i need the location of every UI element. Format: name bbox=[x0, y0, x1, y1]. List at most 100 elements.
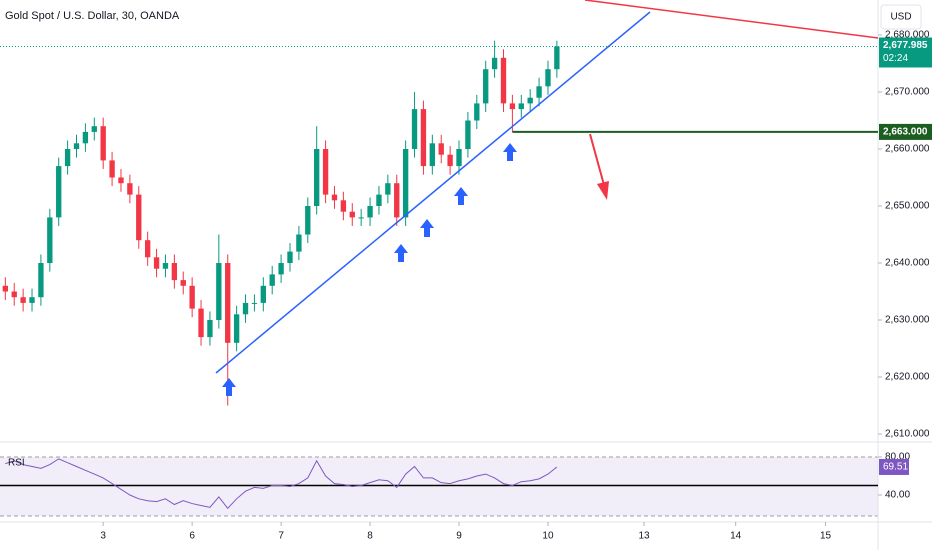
candle-body bbox=[340, 200, 347, 212]
candle-body bbox=[153, 257, 160, 269]
candle-body bbox=[189, 285, 195, 309]
chart-title: Gold Spot / U.S. Dollar, 30, OANDA bbox=[5, 10, 180, 22]
candle-body bbox=[376, 194, 382, 207]
candle-body bbox=[82, 131, 89, 144]
candle-body bbox=[91, 126, 97, 132]
x-tick-label: 3 bbox=[100, 531, 106, 542]
candle-body bbox=[322, 149, 329, 195]
candle-body bbox=[527, 97, 533, 104]
candle-body bbox=[420, 109, 427, 167]
candle-body bbox=[447, 154, 453, 167]
candle-body bbox=[29, 297, 35, 303]
candle-body bbox=[545, 69, 551, 87]
candle-body bbox=[136, 194, 142, 241]
down-arrow bbox=[589, 133, 605, 186]
candle-body bbox=[483, 69, 489, 104]
candle-body bbox=[38, 263, 44, 298]
up-arrow bbox=[394, 244, 408, 262]
candle-body bbox=[518, 103, 524, 110]
last-price-label: 2,677.985 bbox=[883, 40, 928, 51]
candle-body bbox=[358, 217, 364, 219]
trend-line bbox=[584, 0, 879, 39]
x-tick-label: 6 bbox=[189, 531, 195, 542]
rsi-label: RSI bbox=[8, 458, 25, 469]
candle-body bbox=[554, 46, 560, 70]
candle-body bbox=[438, 143, 444, 155]
rsi-tick-label: 40.00 bbox=[885, 490, 910, 501]
last-price-box bbox=[879, 37, 932, 68]
candle-body bbox=[118, 177, 124, 184]
up-arrow bbox=[454, 187, 468, 205]
rsi-line bbox=[5, 458, 558, 510]
marks bbox=[0, 40, 878, 510]
drawings bbox=[215, 0, 879, 396]
candle-body bbox=[331, 194, 338, 201]
x-tick-label: 14 bbox=[730, 531, 742, 542]
x-tick-label: 7 bbox=[278, 531, 284, 542]
candle-body bbox=[491, 57, 498, 70]
candle-body bbox=[207, 320, 213, 338]
candle-body bbox=[500, 57, 507, 104]
y-tick-label: 2,680.000 bbox=[885, 30, 930, 41]
rsi-value-label: 69.51 bbox=[883, 462, 908, 473]
candle-body bbox=[162, 263, 169, 269]
y-tick-label: 2,670.000 bbox=[885, 87, 930, 98]
candle-body bbox=[536, 86, 542, 98]
candle-body bbox=[385, 183, 391, 195]
candle-body bbox=[474, 103, 480, 121]
candle-body bbox=[429, 143, 435, 167]
rsi-band bbox=[0, 457, 878, 516]
up-arrow bbox=[222, 378, 236, 396]
candle-body bbox=[2, 285, 9, 292]
candle-body bbox=[144, 240, 151, 258]
rsi-value-box bbox=[879, 458, 909, 475]
candle-body bbox=[305, 206, 311, 235]
rsi-tick-label: 80.00 bbox=[885, 452, 910, 463]
candle-body bbox=[349, 211, 355, 218]
countdown: 02:24 bbox=[883, 53, 908, 64]
candle-body bbox=[278, 263, 284, 275]
candle-body bbox=[251, 302, 258, 304]
candle-body bbox=[465, 120, 471, 150]
candle-body bbox=[411, 109, 418, 150]
candle-body bbox=[269, 274, 275, 286]
candle-body bbox=[47, 217, 53, 264]
y-tick-label: 2,640.000 bbox=[885, 258, 930, 269]
candle-body bbox=[233, 314, 240, 343]
candle-body bbox=[402, 149, 409, 218]
candle-body bbox=[260, 285, 266, 303]
candle-body bbox=[20, 297, 26, 303]
candle-body bbox=[314, 149, 320, 207]
currency-button[interactable] bbox=[880, 4, 922, 30]
level-label: 2,663.000 bbox=[883, 127, 928, 138]
currency-label[interactable]: USD bbox=[890, 12, 911, 23]
candle-body bbox=[456, 149, 462, 167]
y-tick-label: 2,630.000 bbox=[885, 315, 930, 326]
candle-body bbox=[127, 183, 133, 195]
candle-body bbox=[367, 206, 373, 218]
y-tick-label: 2,620.000 bbox=[885, 372, 930, 383]
candle-body bbox=[296, 234, 302, 252]
candle-body bbox=[198, 308, 204, 338]
candle-body bbox=[100, 126, 106, 161]
up-arrow bbox=[420, 219, 434, 237]
candle-body bbox=[394, 183, 400, 218]
candle-body bbox=[216, 263, 222, 321]
y-tick-label: 2,610.000 bbox=[885, 429, 930, 440]
trend-line bbox=[215, 11, 651, 374]
candle-body bbox=[225, 263, 231, 343]
y-tick-label: 2,650.000 bbox=[885, 201, 930, 212]
candle-body bbox=[242, 302, 249, 315]
candle-body bbox=[180, 280, 186, 286]
candle-body bbox=[171, 263, 178, 281]
down-arrow-head bbox=[597, 181, 609, 200]
x-tick-label: 8 bbox=[367, 531, 373, 542]
candle-body bbox=[109, 160, 115, 178]
y-tick-label: 2,660.000 bbox=[885, 144, 930, 155]
x-tick-label: 13 bbox=[638, 531, 650, 542]
candle-body bbox=[73, 143, 80, 150]
candle-body bbox=[11, 291, 17, 298]
